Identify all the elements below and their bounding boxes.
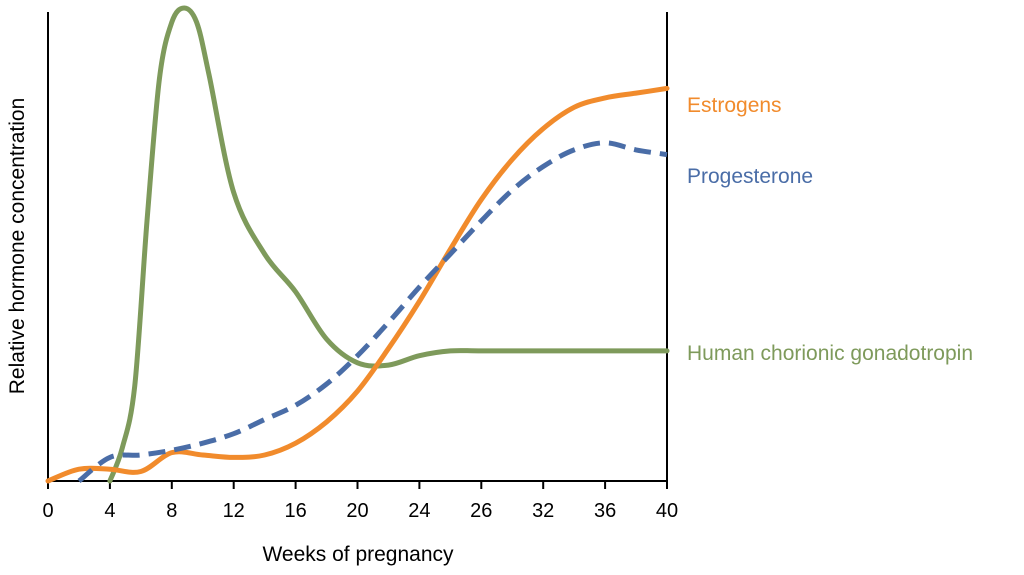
progesterone-line [77, 140, 668, 483]
x-tick-label: 12 [223, 500, 245, 522]
x-tick-label: 26 [470, 500, 492, 522]
axes [47, 12, 668, 482]
human-chorionic-gonadotropin-line [107, 5, 670, 484]
progesterone-label: Progesterone [687, 165, 813, 188]
x-tick-label: 40 [656, 500, 678, 522]
x-axis-title: Weeks of pregnancy [262, 543, 454, 566]
x-tick-label: 24 [408, 500, 430, 522]
x-tick-label: 20 [346, 500, 368, 522]
x-tick-label: 4 [104, 500, 115, 522]
estrogens-label: Estrogens [687, 94, 782, 117]
x-ticks [47, 481, 668, 489]
y-axis-title: Relative hormone concentration [6, 98, 29, 395]
series-lines [45, 5, 670, 484]
x-tick-label: 36 [594, 500, 616, 522]
x-tick-labels: 0 4 8 12 16 20 24 26 32 36 40 [42, 500, 678, 522]
x-tick-label: 32 [532, 500, 554, 522]
estrogens-line [45, 85, 670, 484]
x-tick-label: 0 [42, 500, 53, 522]
x-tick-label: 16 [284, 500, 306, 522]
x-tick-label: 8 [166, 500, 177, 522]
human-chorionic-gonadotropin-label: Human chorionic gonadotropin [687, 342, 973, 365]
series-labels: Estrogens Progesterone Human chorionic gon… [687, 94, 973, 365]
